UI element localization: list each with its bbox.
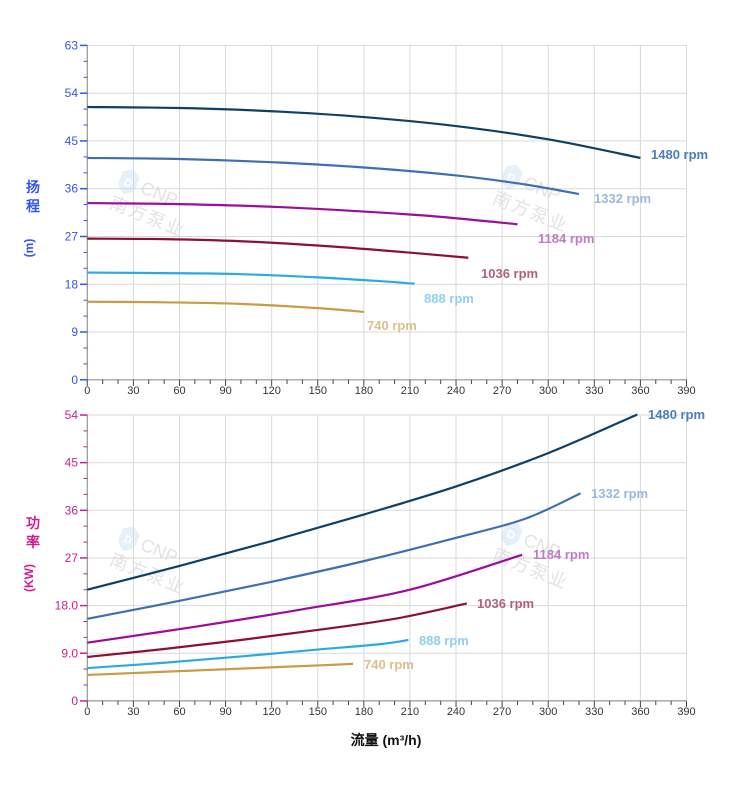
svg-text:390: 390 [677,706,695,718]
svg-text:27: 27 [65,551,79,565]
svg-text:1480 rpm: 1480 rpm [648,407,705,422]
svg-text:45: 45 [65,456,79,470]
svg-text:120: 120 [263,706,281,718]
svg-text:27: 27 [65,230,79,244]
svg-text:180: 180 [355,385,373,397]
svg-text:330: 330 [585,385,603,397]
svg-text:240: 240 [447,706,465,718]
svg-text:54: 54 [65,408,79,422]
svg-text:120: 120 [263,385,281,397]
svg-text:功: 功 [26,515,40,531]
svg-text:360: 360 [631,385,649,397]
svg-text:390: 390 [677,385,695,397]
svg-text:(m): (m) [22,239,36,258]
svg-text:程: 程 [26,198,40,214]
svg-text:888 rpm: 888 rpm [424,291,474,306]
svg-text:18: 18 [65,277,79,291]
svg-text:740 rpm: 740 rpm [367,318,417,333]
svg-text:(KW): (KW) [22,564,36,592]
svg-text:210: 210 [401,385,419,397]
svg-text:300: 300 [539,706,557,718]
svg-text:1036 rpm: 1036 rpm [477,596,534,611]
svg-text:300: 300 [539,385,557,397]
svg-text:90: 90 [219,706,231,718]
svg-text:270: 270 [493,706,511,718]
svg-text:30: 30 [127,385,139,397]
svg-text:888 rpm: 888 rpm [419,633,469,648]
svg-text:30: 30 [127,706,139,718]
svg-text:60: 60 [173,706,185,718]
svg-text:45: 45 [65,134,79,148]
svg-text:1332 rpm: 1332 rpm [594,191,651,206]
svg-text:150: 150 [309,385,327,397]
svg-text:54: 54 [65,86,79,100]
svg-text:36: 36 [65,182,79,196]
svg-text:0: 0 [71,694,78,708]
svg-text:240: 240 [447,385,465,397]
svg-text:率: 率 [26,534,40,550]
svg-text:流量 (m³/h): 流量 (m³/h) [351,732,422,748]
svg-text:0: 0 [84,385,90,397]
svg-text:1184 rpm: 1184 rpm [538,231,594,246]
svg-text:60: 60 [173,385,185,397]
svg-text:扬: 扬 [26,179,40,195]
svg-text:9.0: 9.0 [61,646,78,660]
svg-text:1332 rpm: 1332 rpm [591,486,648,501]
svg-text:0: 0 [84,706,90,718]
svg-text:330: 330 [585,706,603,718]
svg-text:180: 180 [355,706,373,718]
svg-text:36: 36 [65,503,79,517]
svg-text:18.0: 18.0 [55,599,79,613]
svg-text:1036 rpm: 1036 rpm [481,266,538,281]
svg-text:90: 90 [219,385,231,397]
svg-text:63: 63 [65,38,79,52]
svg-text:1184 rpm: 1184 rpm [533,547,589,562]
svg-text:360: 360 [631,706,649,718]
svg-text:0: 0 [71,373,78,387]
svg-text:9: 9 [71,325,78,339]
svg-text:150: 150 [309,706,327,718]
svg-text:740 rpm: 740 rpm [364,657,414,672]
svg-text:210: 210 [401,706,419,718]
svg-text:1480 rpm: 1480 rpm [651,147,708,162]
svg-text:270: 270 [493,385,511,397]
